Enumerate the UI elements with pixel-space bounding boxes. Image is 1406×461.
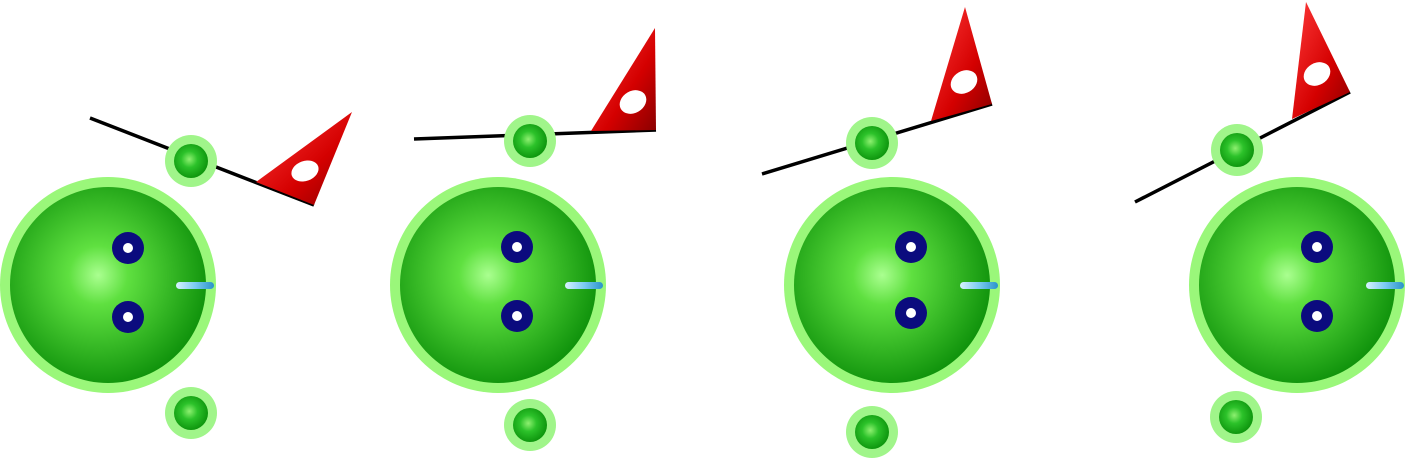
bolt-lower bbox=[895, 297, 927, 329]
bolt-upper bbox=[1301, 231, 1333, 263]
top-idler-wheel bbox=[846, 117, 898, 169]
bottom-idler-wheel bbox=[165, 387, 217, 439]
pointer-indicator bbox=[1366, 282, 1404, 289]
lever-assembly bbox=[413, 28, 657, 141]
bottom-idler-wheel bbox=[846, 406, 898, 458]
flag-marker bbox=[931, 7, 992, 121]
top-idler-wheel bbox=[504, 115, 556, 167]
main-gear bbox=[0, 177, 216, 393]
flag-hole bbox=[291, 160, 319, 182]
bolt-lower bbox=[112, 301, 144, 333]
main-gear bbox=[390, 177, 606, 393]
flag-hole bbox=[619, 90, 647, 114]
panel-2 bbox=[390, 28, 657, 451]
pointer-indicator bbox=[176, 282, 214, 289]
flag-marker bbox=[256, 112, 352, 205]
bolt-upper bbox=[501, 231, 533, 263]
top-idler-wheel bbox=[1211, 124, 1263, 176]
bottom-idler-wheel bbox=[1210, 391, 1262, 443]
bottom-idler-wheel bbox=[504, 399, 556, 451]
main-gear bbox=[784, 177, 1000, 393]
top-idler-wheel bbox=[165, 135, 217, 187]
bolt-upper bbox=[112, 232, 144, 264]
flag-marker bbox=[1292, 2, 1350, 119]
pointer-indicator bbox=[565, 282, 603, 289]
panel-3 bbox=[761, 7, 1000, 458]
flag-marker bbox=[591, 28, 656, 131]
flag-hole bbox=[950, 70, 978, 94]
pointer-indicator bbox=[960, 282, 998, 289]
panel-4 bbox=[1134, 2, 1405, 443]
bolt-upper bbox=[895, 231, 927, 263]
bolt-lower bbox=[1301, 300, 1333, 332]
main-gear bbox=[1189, 177, 1405, 393]
bolt-lower bbox=[501, 300, 533, 332]
panel-1 bbox=[0, 112, 352, 439]
flag-hole bbox=[1303, 62, 1331, 86]
